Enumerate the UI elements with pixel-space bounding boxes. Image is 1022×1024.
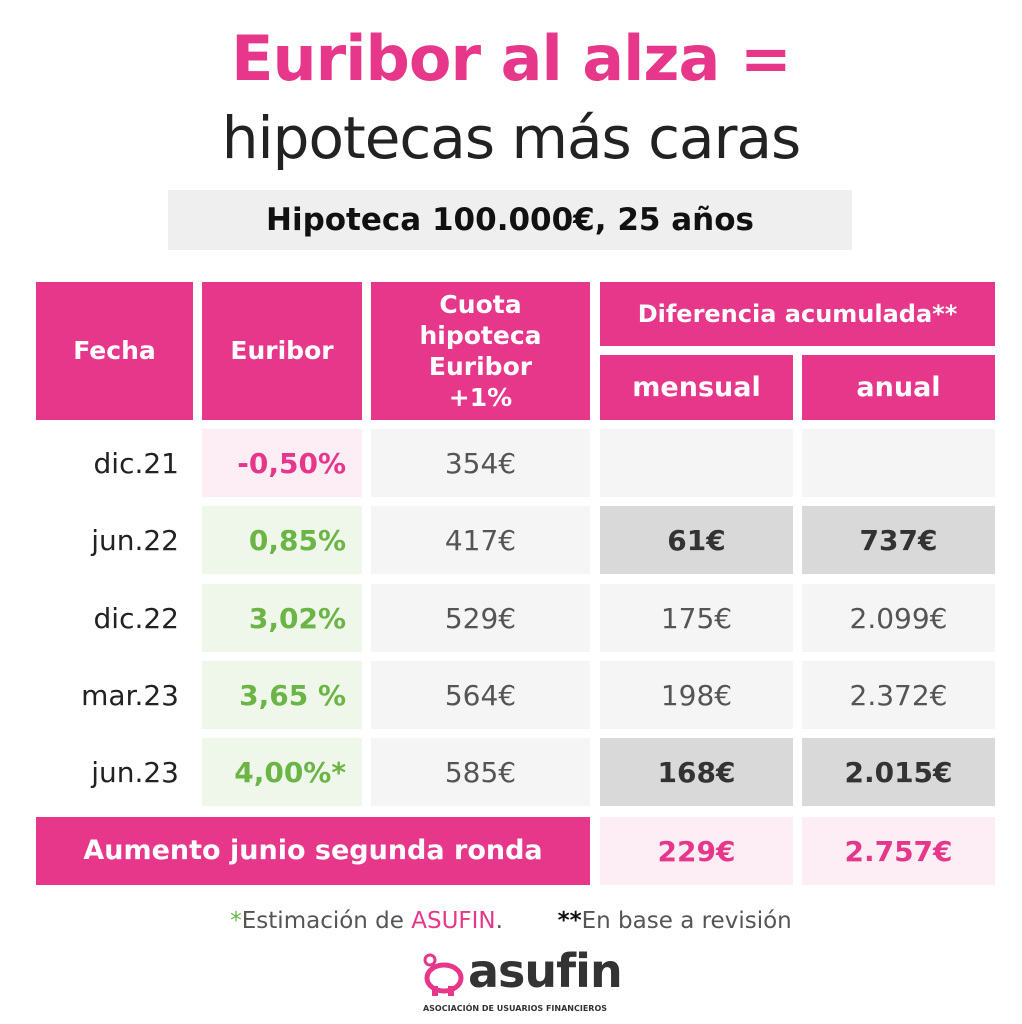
title: Euribor al alza = [231,22,792,95]
footer-cell: 229€ [600,817,793,885]
logo: asufin ASOCIACIÓN DE USUARIOS FINANCIERO… [420,944,623,1020]
monthly-cell: 61€ [600,506,793,574]
monthly-cell [600,429,793,497]
badge: Hipoteca 100.000€, 25 años [168,190,852,250]
euribor-cell: 3,02% [202,584,362,652]
note-mark: ** [557,908,582,934]
header-cell: Cuota hipoteca Euribor +1% [371,282,590,420]
quota-cell: 417€ [371,506,590,574]
header-cell: anual [802,355,995,420]
annual-cell: 737€ [802,506,995,574]
date-cell: mar.23 [81,678,179,712]
quota-cell: 564€ [371,661,590,729]
euribor-cell: -0,50% [202,429,362,497]
footer-label: Aumento junio segunda ronda [36,817,590,885]
date-cell: jun.22 [91,523,179,557]
quota-cell: 585€ [371,738,590,806]
logo-icon [423,953,464,996]
notes: *Estimación de ASUFIN. **En base a revis… [0,908,1022,934]
monthly-cell: 175€ [600,584,793,652]
monthly-cell: 168€ [600,738,793,806]
euribor-cell: 4,00%* [202,738,362,806]
logo-name: asufin [468,944,623,998]
annual-cell: 2.099€ [802,584,995,652]
header-cell: mensual [600,355,793,420]
note-text: Estimación de [241,908,412,934]
header-cell: Diferencia acumulada** [600,282,995,346]
note-text: En base a revisión [581,908,792,934]
monthly-cell: 198€ [600,661,793,729]
header-cell: Euribor [202,282,362,420]
annual-cell: 2.372€ [802,661,995,729]
quota-cell: 529€ [371,584,590,652]
annual-cell [802,429,995,497]
quota-cell: 354€ [371,429,590,497]
note-text: . [495,908,503,934]
euribor-cell: 3,65 % [202,661,362,729]
note-brand: ASUFIN [411,908,496,934]
annual-cell: 2.015€ [802,738,995,806]
date-cell: dic.21 [93,446,179,480]
header-cell: Fecha [36,282,193,420]
logo-tagline: ASOCIACIÓN DE USUARIOS FINANCIEROS [422,1004,608,1013]
note-mark: * [230,908,242,934]
subtitle: hipotecas más caras [221,104,801,172]
footer-cell: 2.757€ [802,817,995,885]
date-cell: jun.23 [91,755,179,789]
date-cell: dic.22 [93,601,179,635]
euribor-cell: 0,85% [202,506,362,574]
